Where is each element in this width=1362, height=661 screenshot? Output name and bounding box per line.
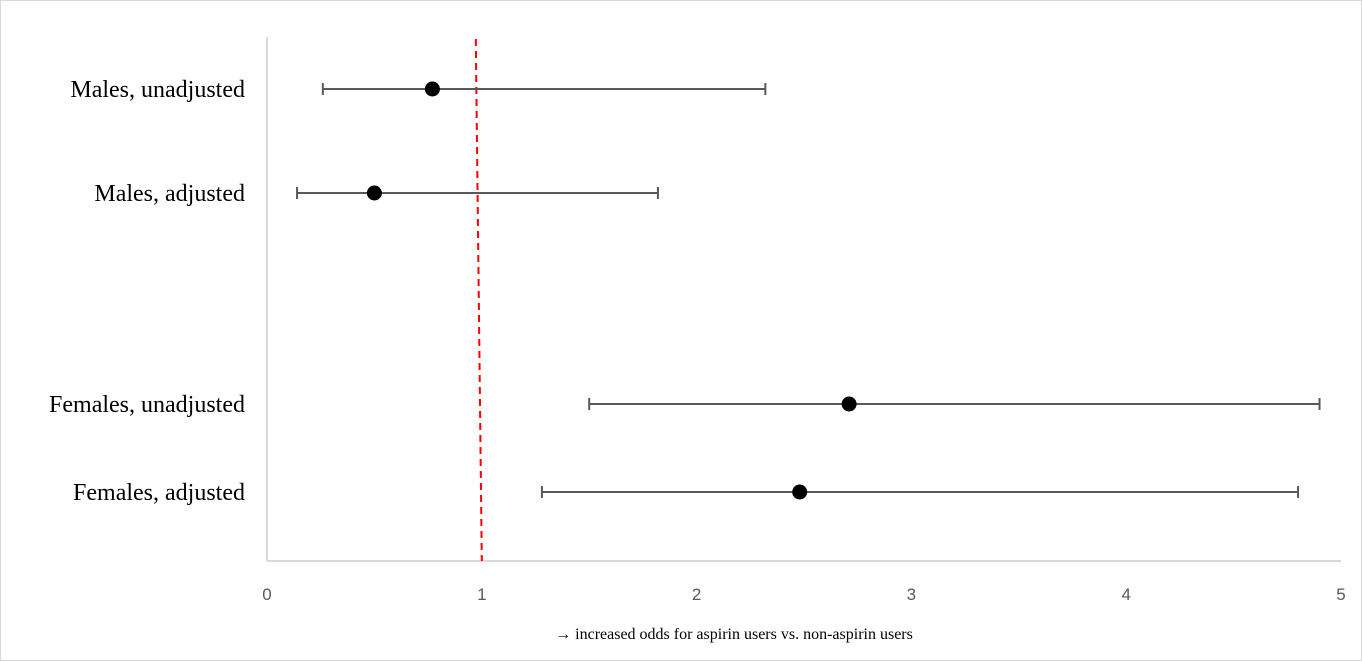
estimate-point (841, 396, 857, 412)
x-axis-title: → increased odds for aspirin users vs. n… (555, 626, 913, 643)
reference-line (474, 38, 483, 562)
category-label: Females, unadjusted (49, 392, 245, 418)
estimate-point (366, 185, 382, 201)
x-tick-label: 2 (692, 585, 701, 604)
x-tick-label: 0 (262, 585, 271, 604)
category-label: Males, adjusted (94, 181, 245, 207)
category-label: Males, unadjusted (70, 77, 245, 103)
reference-line-layer (474, 38, 483, 562)
x-tick-label: 3 (907, 585, 916, 604)
labels: 0 1 2 3 4 5 Males, unadjusted Males, adjusted Fe… (49, 77, 1346, 643)
x-tick-label: 1 (477, 585, 486, 604)
data-marks (296, 81, 1321, 500)
axes (266, 37, 1341, 562)
x-tick-label: 4 (1121, 585, 1130, 604)
estimate-point (424, 81, 440, 97)
x-tick-label: 5 (1336, 585, 1345, 604)
estimate-point (792, 484, 808, 500)
category-label: Females, adjusted (73, 480, 245, 506)
